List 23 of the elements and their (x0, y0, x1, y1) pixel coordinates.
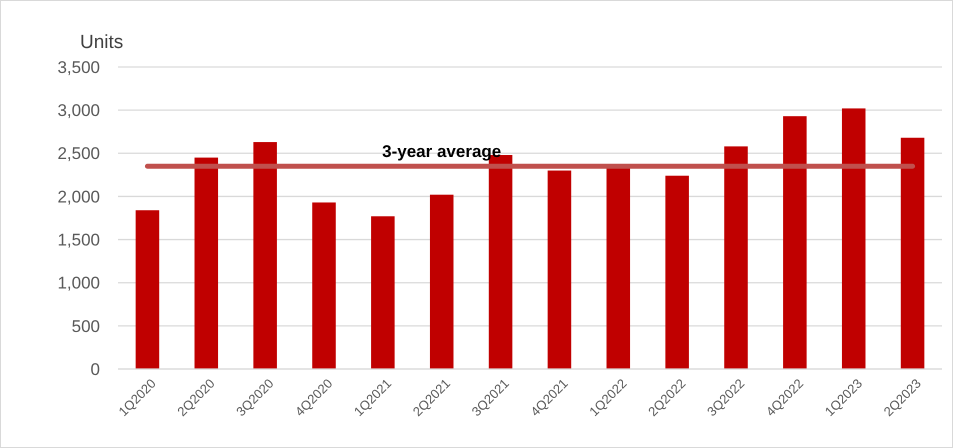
y-tick-label: 2,000 (57, 187, 100, 206)
bar (136, 210, 160, 369)
bar (900, 138, 924, 369)
y-tick-label: 1,000 (57, 274, 100, 293)
y-tick-label: 3,500 (57, 58, 100, 77)
bar (194, 158, 218, 369)
bar (606, 168, 630, 369)
y-axis-title: Units (80, 32, 124, 53)
y-tick-label: 3,000 (57, 101, 100, 120)
bar (430, 194, 454, 369)
bar (783, 116, 807, 369)
bar (665, 176, 689, 369)
bar (253, 142, 277, 369)
bar (548, 170, 572, 369)
bar (842, 108, 866, 369)
y-tick-label: 2,500 (57, 144, 100, 164)
ref-line-label: 3-year average (382, 142, 502, 162)
y-tick-label: 1,500 (57, 230, 100, 250)
bar (724, 146, 748, 369)
y-tick-label: 500 (72, 316, 100, 336)
bar (312, 202, 336, 369)
bar (371, 216, 395, 369)
y-tick-label: 0 (90, 360, 100, 379)
